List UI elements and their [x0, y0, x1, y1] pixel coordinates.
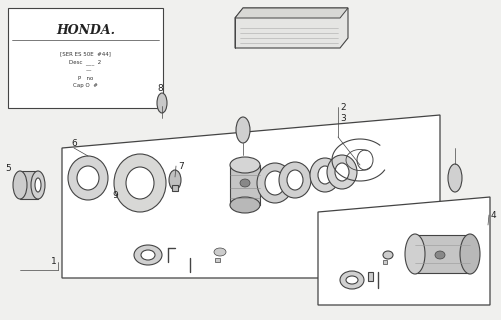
Text: 1: 1	[51, 258, 57, 267]
Ellipse shape	[31, 171, 45, 199]
Ellipse shape	[356, 150, 372, 170]
Ellipse shape	[141, 250, 155, 260]
Bar	[382, 260, 386, 264]
Text: 4: 4	[490, 211, 495, 220]
Ellipse shape	[239, 179, 249, 187]
Text: 2: 2	[339, 102, 345, 111]
Text: 9: 9	[112, 190, 118, 199]
Text: HONDA.: HONDA.	[56, 23, 115, 36]
Ellipse shape	[257, 163, 293, 203]
Text: 5: 5	[5, 164, 11, 172]
Ellipse shape	[114, 154, 166, 212]
Ellipse shape	[235, 117, 249, 143]
Bar	[172, 185, 178, 191]
Text: 3: 3	[339, 114, 345, 123]
Text: [SER ES 50E  #44]
Desc  ___  2
    —
P   no
Cap O  #: [SER ES 50E #44] Desc ___ 2 — P no Cap O…	[60, 52, 111, 88]
Ellipse shape	[169, 170, 181, 190]
Bar	[414, 235, 469, 273]
Ellipse shape	[317, 166, 331, 184]
Ellipse shape	[35, 178, 41, 192]
Ellipse shape	[287, 170, 303, 190]
Text: 6: 6	[71, 139, 77, 148]
Ellipse shape	[404, 234, 424, 274]
Ellipse shape	[134, 245, 162, 265]
Ellipse shape	[157, 93, 167, 113]
Ellipse shape	[345, 276, 357, 284]
Ellipse shape	[434, 251, 444, 259]
Bar	[8, 8, 163, 108]
Text: 8: 8	[157, 84, 162, 92]
Bar	[229, 165, 260, 205]
Ellipse shape	[326, 155, 356, 189]
Ellipse shape	[382, 251, 392, 259]
Ellipse shape	[279, 162, 311, 198]
Bar	[20, 171, 38, 199]
Ellipse shape	[229, 157, 260, 173]
Ellipse shape	[447, 164, 461, 192]
Ellipse shape	[229, 197, 260, 213]
Ellipse shape	[77, 166, 99, 190]
Polygon shape	[234, 8, 347, 48]
Ellipse shape	[265, 171, 285, 195]
Polygon shape	[234, 8, 347, 18]
Ellipse shape	[334, 163, 348, 181]
Bar	[214, 258, 219, 262]
Ellipse shape	[68, 156, 108, 200]
Text: 7: 7	[178, 162, 183, 171]
Ellipse shape	[213, 248, 225, 256]
Bar	[367, 272, 372, 281]
Polygon shape	[62, 115, 439, 278]
Ellipse shape	[339, 271, 363, 289]
Ellipse shape	[310, 158, 339, 192]
Ellipse shape	[13, 171, 27, 199]
Ellipse shape	[459, 234, 479, 274]
Ellipse shape	[126, 167, 154, 199]
Polygon shape	[317, 197, 489, 305]
